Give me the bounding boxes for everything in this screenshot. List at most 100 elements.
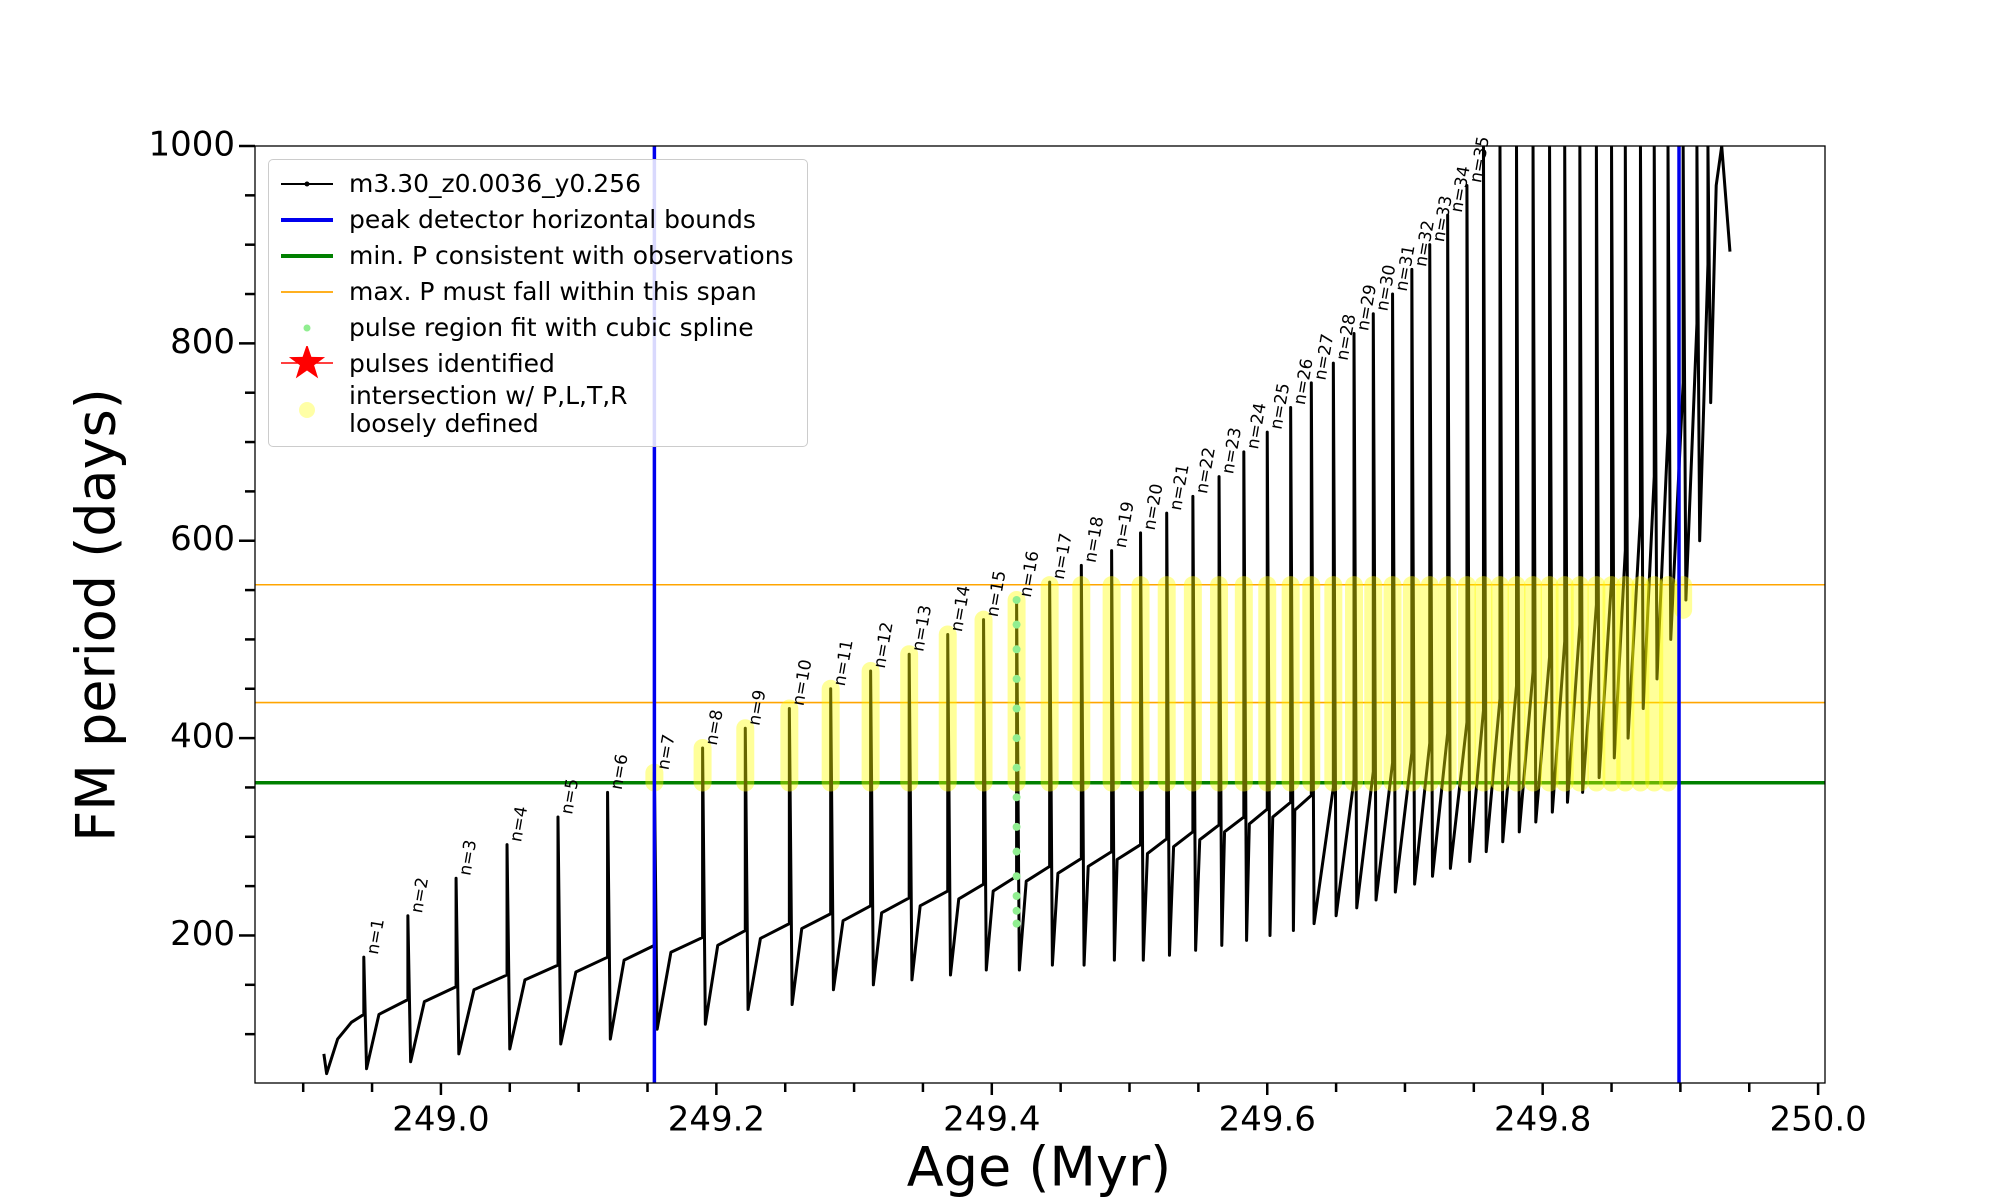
spline-point xyxy=(1012,793,1021,802)
legend-item: pulse region fit with cubic spline xyxy=(269,310,807,346)
pulse-label: n=35 xyxy=(1466,135,1494,184)
legend-label: m3.30_z0.0036_y0.256 xyxy=(349,169,641,198)
legend-label: intersection w/ P,L,T,R loosely defined xyxy=(349,381,628,438)
pulse-label: n=19 xyxy=(1111,500,1139,549)
legend-swatch xyxy=(299,402,315,418)
pulse-label: n=11 xyxy=(830,638,858,687)
intersection-band xyxy=(1345,576,1363,792)
pulse-label: n=18 xyxy=(1081,515,1109,564)
pulse-label: n=13 xyxy=(908,604,936,653)
legend-marker xyxy=(288,346,326,379)
intersection-band xyxy=(1383,576,1402,792)
legend-swatch xyxy=(281,181,333,187)
intersection-band xyxy=(1540,576,1559,792)
legend-marker xyxy=(304,181,310,187)
pulse-label: n=1 xyxy=(363,917,389,956)
x-tick-label: 250.0 xyxy=(1769,1100,1866,1140)
intersection-band xyxy=(1210,576,1229,792)
pulse-label: n=8 xyxy=(702,708,728,747)
x-tick-label: 249.6 xyxy=(1219,1100,1316,1140)
pulse-label: n=3 xyxy=(455,838,481,877)
legend-label: peak detector horizontal bounds xyxy=(349,205,756,234)
intersection-band xyxy=(1674,576,1693,619)
model-line xyxy=(322,146,1732,1076)
spline-point xyxy=(1012,645,1021,654)
legend-marker xyxy=(299,402,315,418)
pulse-label: n=9 xyxy=(745,688,771,727)
y-tick-label: 1000 xyxy=(148,125,235,165)
spline-point xyxy=(1012,763,1021,772)
plot-area xyxy=(255,146,1825,1083)
pulse-label: n=10 xyxy=(789,658,817,707)
intersection-band xyxy=(1570,576,1589,792)
pulse-label: n=21 xyxy=(1166,463,1194,512)
y-tick-label: 800 xyxy=(170,322,235,362)
intersection-band xyxy=(1420,576,1439,792)
legend-label: pulses identified xyxy=(349,349,555,378)
y-tick-label: 200 xyxy=(170,914,235,954)
legend-label: pulse region fit with cubic spline xyxy=(349,313,754,342)
intersection-band xyxy=(1364,576,1383,792)
spline-point xyxy=(1012,891,1021,900)
legend-item: max. P must fall within this span xyxy=(269,274,807,310)
intersection-band xyxy=(1324,576,1343,792)
intersection-band xyxy=(861,661,880,792)
spline-point xyxy=(1012,847,1021,856)
x-tick-label: 249.2 xyxy=(668,1100,765,1140)
intersection-band xyxy=(1490,576,1509,792)
x-tick-label: 249.4 xyxy=(943,1100,1040,1140)
intersection-band xyxy=(1507,576,1526,792)
pulse-label: n=23 xyxy=(1218,426,1246,475)
intersection-band xyxy=(1524,576,1543,792)
y-axis-title: FM period (days) xyxy=(65,388,128,842)
legend-marker xyxy=(303,324,311,332)
intersection-band xyxy=(1631,576,1650,792)
intersection-band xyxy=(900,645,919,792)
intersection-band xyxy=(1438,576,1457,792)
intersection-band xyxy=(1102,576,1121,792)
y-tick-label: 400 xyxy=(170,717,235,757)
intersection-band xyxy=(1616,576,1635,792)
spline-point xyxy=(1012,872,1021,881)
spline-point xyxy=(1012,595,1021,604)
axes-frame xyxy=(254,145,1826,1084)
intersection-band xyxy=(1258,576,1277,792)
intersection-band xyxy=(1555,576,1574,792)
legend-swatch xyxy=(281,291,333,293)
spline-point xyxy=(1012,620,1021,629)
intersection-band xyxy=(1602,576,1621,792)
spline-point xyxy=(1012,704,1021,713)
intersection-band xyxy=(1302,576,1321,792)
intersection-band xyxy=(1131,576,1150,792)
x-tick-label: 249.8 xyxy=(1494,1100,1591,1140)
legend-swatch xyxy=(281,346,333,379)
intersection-band xyxy=(1659,576,1677,792)
pulse-label: n=4 xyxy=(506,805,532,844)
pulse-label: n=14 xyxy=(947,584,975,633)
intersection-band xyxy=(974,610,993,792)
intersection-band xyxy=(821,679,840,792)
y-tick-label: 600 xyxy=(170,519,235,559)
intersection-band xyxy=(1072,576,1091,792)
pulse-label: n=16 xyxy=(1016,549,1044,598)
x-tick-label: 249.0 xyxy=(392,1100,489,1140)
legend-item: min. P consistent with observations xyxy=(269,238,807,274)
spline-point xyxy=(1012,906,1021,915)
intersection-band xyxy=(1040,576,1059,792)
legend-item: peak detector horizontal bounds xyxy=(269,202,807,238)
intersection-band xyxy=(1007,590,1026,792)
pulse-label: n=22 xyxy=(1192,446,1220,495)
spline-point xyxy=(1012,822,1021,831)
intersection-band xyxy=(938,625,957,792)
intersection-band xyxy=(736,719,755,792)
intersection-band xyxy=(1645,576,1664,792)
intersection-band xyxy=(1474,576,1493,792)
spline-point xyxy=(1012,734,1021,743)
legend-label: min. P consistent with observations xyxy=(349,241,794,270)
pulse-label: n=2 xyxy=(407,876,433,915)
intersection-band xyxy=(1183,576,1202,792)
intersection-band xyxy=(1234,576,1253,792)
intersection-band xyxy=(693,738,712,792)
